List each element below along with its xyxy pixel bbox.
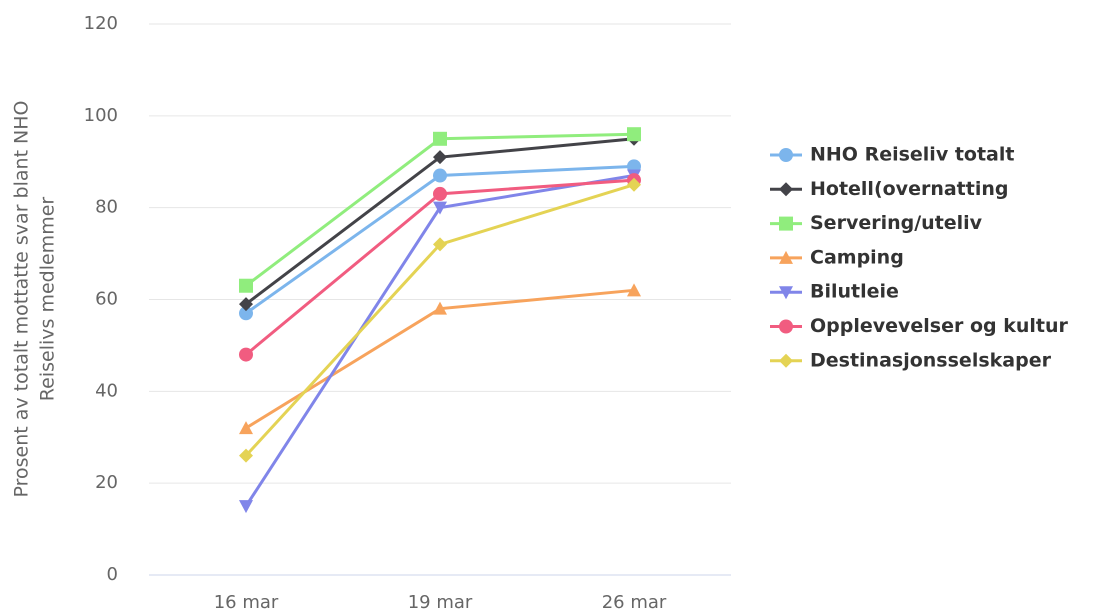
- y-axis-title: Prosent av totalt mottatte svar blant NH…: [11, 100, 33, 497]
- x-tick-label: 26 mar: [602, 592, 667, 610]
- data-point: [627, 283, 641, 297]
- legend-symbol: [779, 182, 793, 197]
- y-axis-title: Reiselivs medlemmer: [37, 197, 59, 402]
- y-tick-label: 20: [95, 472, 118, 493]
- y-tick-label: 60: [95, 289, 118, 310]
- y-tick-label: 120: [84, 13, 118, 34]
- data-point: [239, 347, 253, 362]
- series-line: [244, 174, 635, 507]
- legend-label: Opplevevelser og kultur: [810, 315, 1069, 337]
- legend-symbol: [779, 216, 793, 231]
- legend-label: Hotell(overnatting: [810, 178, 1008, 200]
- data-point: [433, 237, 447, 252]
- legend-symbol: [779, 286, 793, 300]
- legend-label: Servering/uteliv: [810, 212, 983, 234]
- y-tick-label: 40: [95, 380, 118, 401]
- data-point: [239, 278, 253, 293]
- data-point: [433, 186, 447, 201]
- data-point: [239, 297, 253, 312]
- data-point: [433, 201, 447, 215]
- data-point: [239, 421, 253, 435]
- legend-label: Camping: [810, 246, 904, 268]
- data-point: [239, 500, 253, 514]
- x-tick-label: 19 mar: [408, 592, 473, 610]
- data-point: [627, 177, 641, 192]
- legend-symbol: [779, 250, 793, 264]
- legend-label: Destinasjonsselskaper: [810, 349, 1052, 371]
- legend-label: Bilutleie: [810, 281, 899, 303]
- data-point: [433, 301, 447, 315]
- y-tick-label: 80: [95, 197, 118, 218]
- legend-symbol: [779, 353, 793, 368]
- legend-label: NHO Reiseliv totalt: [810, 144, 1014, 166]
- x-tick-label: 16 mar: [214, 592, 279, 610]
- data-point: [433, 168, 447, 183]
- legend-symbol: [779, 148, 793, 162]
- y-tick-label: 0: [107, 564, 118, 585]
- data-point: [627, 127, 641, 142]
- legend-symbol: [779, 319, 793, 334]
- data-point: [433, 131, 447, 146]
- y-tick-label: 100: [84, 105, 118, 126]
- data-point: [239, 306, 253, 321]
- data-point: [433, 150, 447, 165]
- data-point: [239, 448, 253, 463]
